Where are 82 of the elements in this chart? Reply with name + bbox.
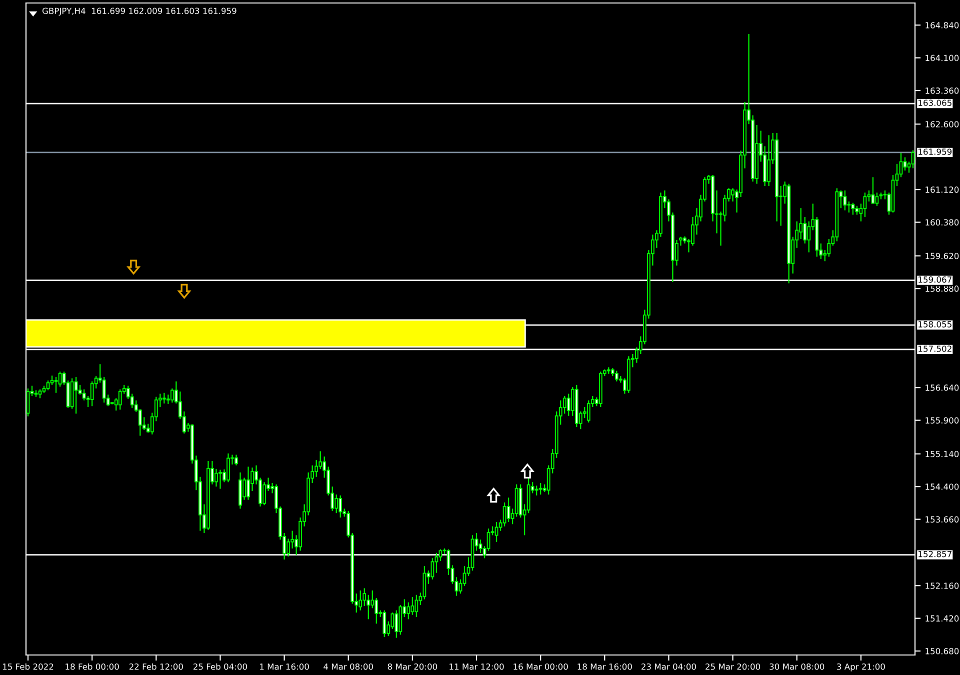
x-tick-label: 18 Mar 16:00 [578,663,632,670]
ref-line-label: 158.055 [918,321,952,328]
candlestick [170,388,174,404]
y-tick-label: 163.360 [926,88,959,94]
ref-line-label: 157.502 [918,346,952,352]
candlestick [262,482,266,506]
candlestick [566,393,570,416]
candlestick [406,602,410,620]
y-tick-label: 162.600 [926,121,959,128]
candlestick [358,590,362,611]
candlestick [118,388,122,410]
y-tick-label: 161.120 [926,186,959,193]
y-tick-label: 154.400 [926,484,959,490]
y-tick-label: 160.380 [926,219,959,226]
y-tick-label: 152.160 [926,582,959,589]
candlestick [614,370,618,382]
x-tick-label: 23 Mar 04:00 [642,663,696,670]
y-tick-label: 150.680 [926,648,959,654]
text: GBPJPY,H4 161.699 162.009 161.603 161.959 [42,8,236,16]
candlestick [338,494,342,518]
ref-line-label: 161.959 [918,148,952,155]
candlestick [863,192,867,218]
candlestick [502,502,506,527]
x-tick-label: 15 Feb 2022 [2,663,54,670]
candlestick [78,384,82,396]
candlestick [362,588,366,606]
x-tick-label: 25 Mar 20:00 [706,663,760,670]
x-tick-label: 4 Mar 08:00 [324,663,373,670]
x-tick-label: 1 Mar 16:00 [260,663,309,670]
y-tick-label: 155.140 [926,450,959,458]
candlestick [851,202,855,216]
candlestick [903,156,907,172]
candlestick [414,594,418,618]
y-tick-label: 151.420 [926,615,959,622]
candlestick [54,376,58,394]
candlestick [410,596,414,616]
candlestick [899,152,903,178]
candlestick [875,192,879,206]
x-tick-label: 8 Mar 20:00 [388,663,438,670]
candlestick [394,610,398,638]
candlestick [430,558,434,580]
x-tick-label: 25 Feb 04:00 [193,663,247,670]
candlestick [506,497,510,523]
candlestick [218,469,222,490]
candlestick [843,190,847,211]
candlestick [827,238,831,258]
candlestick [50,375,54,386]
x-tick-label: 3 Apr 21:00 [837,663,885,672]
candlestick [767,134,771,187]
x-tick-label: 18 Feb 00:00 [66,663,119,670]
candlestick [226,452,230,483]
ref-line-label: 163.065 [918,100,952,106]
x-tick-label: 30 Mar 08:00 [770,663,824,670]
ref-line-label: 152.857 [918,550,952,558]
y-tick-label: 155.900 [926,417,959,424]
candlestick [102,376,106,404]
candlestick [562,395,566,414]
ref-line-label: 159.067 [918,276,952,283]
candlestick [214,468,218,488]
candlestick [334,494,338,514]
x-tick-label: 11 Mar 12:00 [450,663,504,670]
candlestick [162,392,166,404]
y-tick-label: 153.660 [926,516,959,523]
candlestick [246,466,250,500]
candlestick [586,400,590,424]
candlestick [486,528,490,552]
y-tick-label: 164.100 [926,54,959,62]
y-tick-label: 159.620 [926,252,959,260]
y-tick-label: 164.840 [926,22,959,28]
candlestick [138,408,142,436]
candlestick [234,454,238,466]
x-tick-label: 22 Feb 12:00 [129,663,183,670]
candlestick [46,380,50,391]
x-tick-label: 16 Mar 00:00 [514,663,568,670]
candlestick [382,610,386,638]
candlestick [534,485,538,496]
candlestick [58,371,62,388]
candlestick [438,548,442,562]
candlestick [538,482,542,496]
candlestick [422,566,426,600]
candlestick [807,220,811,253]
y-tick-label: 156.640 [926,384,959,391]
